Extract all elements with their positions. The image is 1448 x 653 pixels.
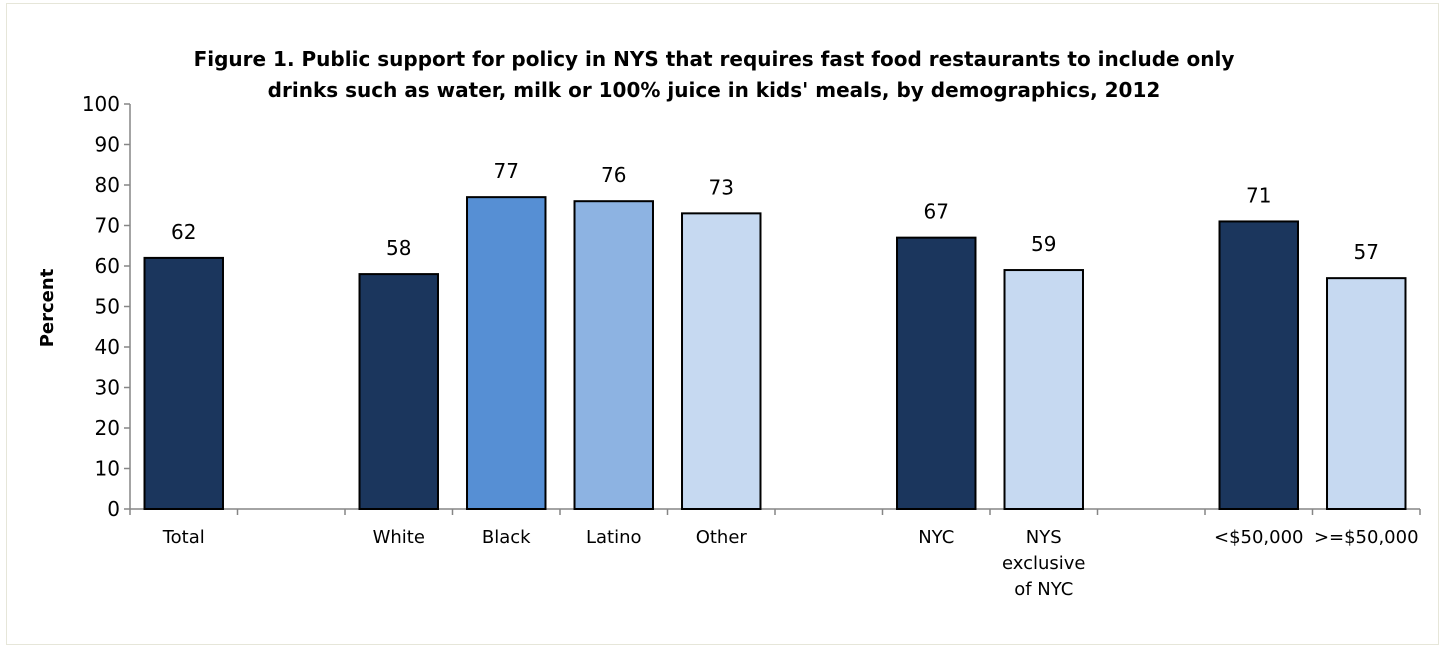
x-tick-label: >=$50,000 xyxy=(1314,527,1419,548)
bar xyxy=(1003,269,1084,510)
bar xyxy=(1326,277,1407,510)
x-tick-label: White xyxy=(373,527,425,548)
y-tick-label: 20 xyxy=(95,416,120,440)
bars xyxy=(143,196,1407,510)
bar xyxy=(358,273,439,510)
bar xyxy=(896,236,977,510)
y-tick-label: 50 xyxy=(95,295,120,319)
chart-title-line-2: drinks such as water, milk or 100% juice… xyxy=(268,78,1161,102)
x-tick-label: NYS xyxy=(1026,527,1062,548)
data-label: 59 xyxy=(1031,232,1056,256)
data-label: 77 xyxy=(494,159,519,183)
data-label: 73 xyxy=(709,175,734,199)
x-tick-labels: Total White Black Latino Other NYC NYS exclusiv… xyxy=(162,527,1419,600)
bar xyxy=(1218,220,1299,510)
y-tick-label: 0 xyxy=(107,497,120,521)
y-tick-label: 80 xyxy=(95,173,120,197)
y-tick-label: 40 xyxy=(95,335,120,359)
data-label: 67 xyxy=(924,200,949,224)
y-tick-label: 10 xyxy=(95,457,120,481)
y-tick-label: 90 xyxy=(95,133,120,157)
data-label: 76 xyxy=(601,163,626,187)
chart-title-line-1: Figure 1. Public support for policy in N… xyxy=(194,47,1235,71)
x-tick-label: Latino xyxy=(586,527,642,548)
data-label: 57 xyxy=(1354,240,1379,264)
y-axis: 0 10 20 30 40 50 60 70 80 90 100 xyxy=(82,92,131,521)
data-label: 58 xyxy=(386,236,411,260)
x-tick-label: Total xyxy=(162,527,205,548)
y-tick-label: 60 xyxy=(95,254,120,278)
x-tick-label: <$50,000 xyxy=(1214,527,1304,548)
bar xyxy=(681,212,762,510)
data-label: 71 xyxy=(1246,183,1271,207)
y-tick-label: 100 xyxy=(82,92,120,116)
x-tick-label: Black xyxy=(482,527,531,548)
bar xyxy=(143,256,224,510)
x-tick-label: of NYC xyxy=(1014,579,1073,600)
y-tick-label: 30 xyxy=(95,376,120,400)
y-tick-label: 70 xyxy=(95,214,120,238)
x-tick-label: NYC xyxy=(918,527,954,548)
bar xyxy=(573,200,654,510)
x-tick-label: Other xyxy=(696,527,748,548)
y-axis-label: Percent xyxy=(37,268,58,347)
data-label: 62 xyxy=(171,220,196,244)
x-axis xyxy=(129,508,1421,515)
bar xyxy=(466,196,547,510)
data-labels: 62 58 77 76 73 67 59 71 57 xyxy=(171,159,1379,264)
chart-title: Figure 1. Public support for policy in N… xyxy=(194,47,1235,102)
x-tick-label: exclusive xyxy=(1002,553,1086,574)
